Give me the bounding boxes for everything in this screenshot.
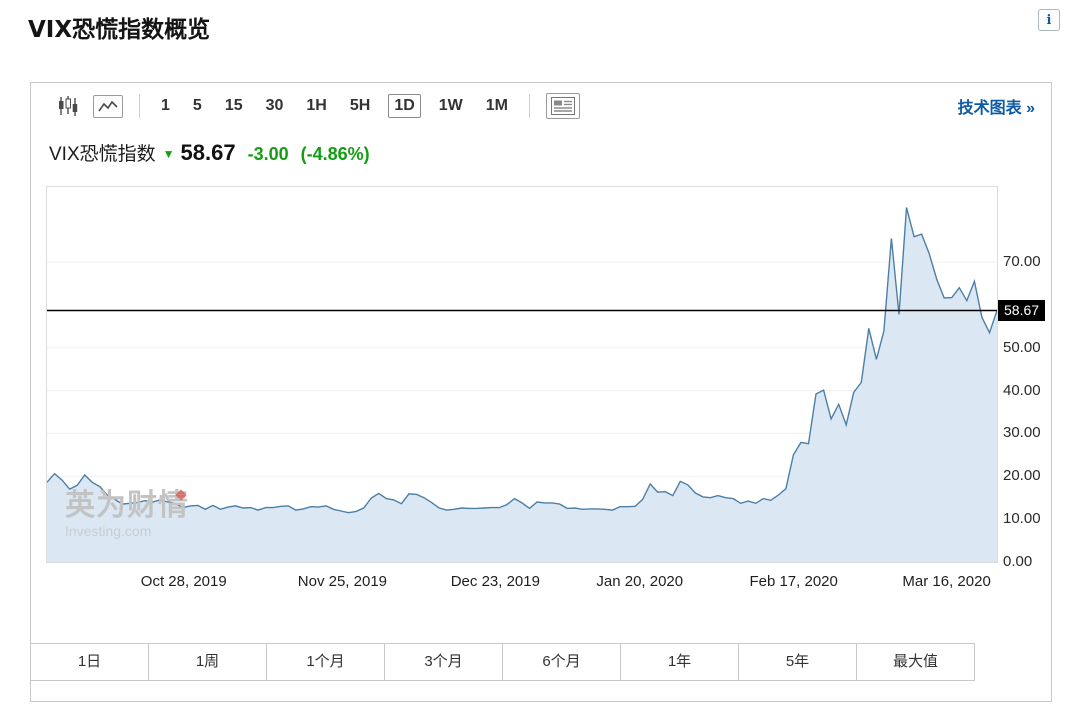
price-change-percent: (-4.86%): [300, 144, 370, 164]
chart-widget-panel: 1 5 15 30 1H 5H 1D 1W 1M 技术图表 » VIX恐慌指数 ▼ 58.67 …: [30, 82, 1052, 702]
range-button-6[interactable]: 1年: [621, 644, 739, 680]
interval-button-1h[interactable]: 1H: [306, 97, 327, 114]
chart-toolbar: 1 5 15 30 1H 5H 1D 1W 1M 技术图表 »: [31, 83, 1051, 129]
range-buttons: 1日 1周 1个月 3个月 6个月 1年 5年 最大值: [30, 643, 975, 681]
interval-buttons: 1 5 15 30 1H 5H 1D 1W 1M: [156, 94, 513, 118]
interval-button-15[interactable]: 15: [224, 97, 243, 114]
price-change: -3.00: [247, 144, 289, 164]
candlestick-chart-icon[interactable]: [57, 95, 79, 117]
range-button-3[interactable]: 1个月: [267, 644, 385, 680]
y-axis-label: 10.00: [1003, 510, 1041, 528]
range-button-1[interactable]: 1日: [31, 644, 149, 680]
y-axis: 58.67 70.00 50.00 40.00 30.00 20.00 10.00 0.00: [997, 186, 1051, 570]
y-axis-label: 40.00: [1003, 381, 1041, 399]
instrument-name: VIX恐慌指数: [49, 144, 156, 165]
interval-button-1w[interactable]: 1W: [438, 97, 463, 114]
x-axis: Oct 28, 2019 Nov 25, 2019 Dec 23, 2019 Jan …: [46, 573, 996, 593]
technical-chart-link[interactable]: 技术图表 »: [957, 100, 1035, 117]
interval-button-1m[interactable]: 1M: [485, 97, 508, 114]
interval-button-1[interactable]: 1: [161, 97, 170, 114]
x-axis-label: Mar 16, 2020: [902, 573, 991, 590]
price-line-path: [47, 207, 997, 514]
range-button-7[interactable]: 5年: [739, 644, 857, 680]
x-axis-label: Feb 17, 2020: [749, 573, 838, 590]
chart-svg: [47, 207, 997, 562]
interval-button-5h[interactable]: 5H: [349, 97, 371, 114]
y-axis-label: 30.00: [1003, 424, 1041, 442]
x-axis-label: Jan 20, 2020: [596, 573, 684, 590]
down-arrow-icon: ▼: [162, 147, 175, 161]
range-button-8[interactable]: 最大值: [892, 653, 938, 670]
y-axis-label: 0.00: [1003, 553, 1033, 570]
info-icon: i: [1046, 12, 1052, 28]
range-button-5[interactable]: 6个月: [503, 644, 621, 680]
y-axis-label: 70.00: [1003, 253, 1041, 270]
toolbar-separator: [529, 94, 530, 118]
info-button[interactable]: i: [1038, 9, 1060, 31]
toolbar-separator: [139, 94, 140, 118]
x-axis-label: Nov 25, 2019: [297, 573, 388, 590]
chart-plot-area[interactable]: 英为财情 Investing.com: [46, 186, 998, 563]
x-axis-label: Oct 28, 2019: [140, 573, 227, 590]
price-area: [47, 207, 997, 562]
interval-button-1d[interactable]: 1D: [388, 94, 421, 118]
interval-button-30[interactable]: 30: [265, 97, 284, 114]
y-axis-label: 20.00: [1003, 467, 1041, 485]
page-title: VIX恐慌指数概览: [28, 17, 211, 43]
range-button-2[interactable]: 1周: [149, 644, 267, 680]
news-panel-icon[interactable]: [546, 93, 580, 119]
range-button-4[interactable]: 3个月: [385, 644, 503, 680]
last-price: 58.67: [180, 140, 236, 165]
interval-button-5[interactable]: 5: [192, 97, 202, 114]
x-axis-label: Dec 23, 2019: [450, 573, 540, 590]
last-price-badge: 58.67: [998, 299, 1046, 321]
y-axis-label: 50.00: [1003, 338, 1041, 356]
line-chart-icon[interactable]: [93, 94, 123, 118]
quote-header: VIX恐慌指数 ▼ 58.67 -3.00 (-4.86%): [49, 139, 370, 166]
